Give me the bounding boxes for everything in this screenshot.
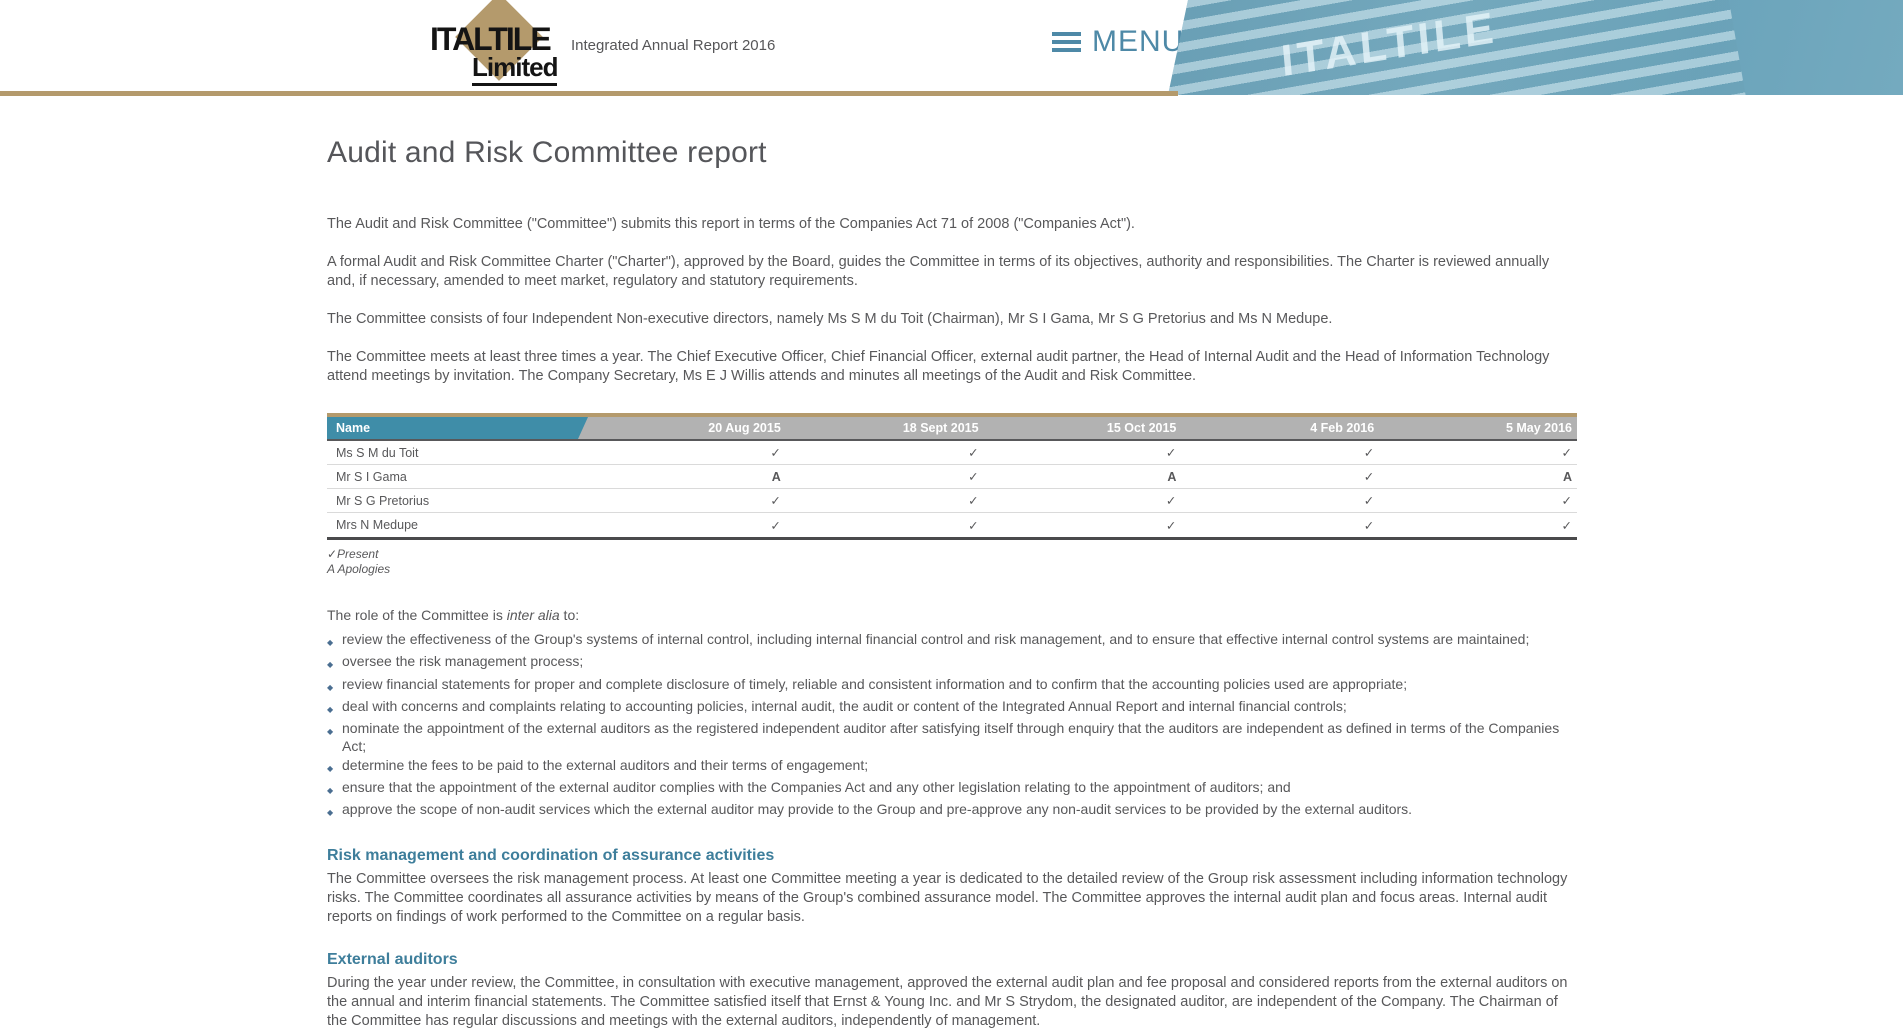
diamond-bullet-icon: ◆: [327, 682, 334, 692]
role-bullets: ◆ review the effectiveness of the Group's…: [327, 630, 1577, 823]
diamond-bullet-icon: ◆: [327, 660, 334, 670]
column-header-name: Name: [327, 417, 588, 439]
attendance-table-header: Name 20 Aug 2015 18 Sept 2015 15 Oct 2015 4 …: [327, 413, 1577, 441]
diamond-bullet-icon: ◆: [327, 727, 334, 737]
section-heading: External auditors: [327, 950, 458, 968]
intro-paragraph: A formal Audit and Risk Committee Charte…: [327, 254, 1550, 289]
present-checkmark: ✓: [1561, 446, 1572, 460]
bullet-item: ◆ review the effectiveness of the Group's…: [327, 630, 1577, 652]
present-checkmark: ✓: [1561, 494, 1572, 508]
section-body: The Committee oversees the risk manageme…: [327, 870, 1568, 925]
content-section: External auditors During the year under r…: [327, 951, 1577, 1031]
present-checkmark: ✓: [1363, 518, 1375, 533]
bullet-item: ◆ ensure that the appointment of the exte…: [327, 778, 1577, 800]
column-header-date: 5 May 2016: [1505, 421, 1572, 435]
menu-button[interactable]: MENU: [1052, 27, 1184, 57]
logo-text-limited: Limited: [472, 53, 558, 86]
diamond-bullet-icon: ◆: [327, 763, 334, 773]
column-header-date: 20 Aug 2015: [708, 421, 781, 435]
present-checkmark: ✓: [968, 470, 979, 484]
header-divider: [0, 91, 1178, 96]
hamburger-icon: [1052, 32, 1081, 52]
legend-item: ✓Present: [327, 547, 379, 561]
member-name: Mr S I Gama: [336, 469, 407, 484]
present-checkmark: ✓: [1363, 470, 1375, 484]
bullet-text: nominate the appointment of the external…: [342, 720, 1560, 755]
table-row: Ms S M du Toit ✓ ✓ ✓ ✓ ✓: [327, 441, 1577, 465]
diamond-bullet-icon: ◆: [327, 638, 334, 647]
table-row: Mr S I Gama A ✓ A ✓ A: [327, 465, 1577, 489]
present-checkmark: ✓: [1561, 518, 1572, 533]
logo-text-italtile: ITALTILE: [430, 21, 552, 57]
present-checkmark: ✓: [1363, 446, 1375, 460]
column-header-date: 15 Oct 2015: [1106, 421, 1177, 435]
intro-paragraph: The Committee meets at least three times…: [327, 349, 1550, 384]
main-content: Audit and Risk Committee report The Audi…: [327, 96, 1577, 1031]
bullet-text: determine the fees to be paid to the ext…: [342, 756, 869, 773]
diamond-bullet-icon: ◆: [327, 786, 334, 796]
present-checkmark: ✓: [968, 518, 979, 533]
bullet-item: ◆ approve the scope of non-audit services…: [327, 800, 1577, 822]
role-lead-prefix: The role of the Committee is: [327, 607, 507, 623]
present-checkmark: ✓: [770, 494, 781, 508]
apology-mark: A: [1562, 469, 1572, 484]
legend-item: A Apologies: [327, 562, 391, 576]
italtile-logo[interactable]: ITALTILE Limited: [430, 0, 590, 92]
present-checkmark: ✓: [1165, 446, 1177, 460]
role-lead-italic: inter alia: [506, 607, 560, 623]
intro-paragraphs: The Audit and Risk Committee ("Committee…: [327, 215, 1577, 386]
present-checkmark: ✓: [968, 494, 979, 508]
bullet-item: ◆ review financial statements for proper …: [327, 675, 1577, 697]
menu-label: MENU: [1092, 25, 1185, 58]
table-row: Mrs N Medupe ✓ ✓ ✓ ✓ ✓: [327, 513, 1577, 537]
bullet-text: review financial statements for proper a…: [342, 675, 1408, 692]
report-title: Integrated Annual Report 2016: [571, 37, 776, 54]
bullet-text: oversee the risk management process;: [342, 653, 584, 670]
present-checkmark: ✓: [770, 518, 781, 533]
attendance-table: Name 20 Aug 2015 18 Sept 2015 15 Oct 2015 4 …: [327, 413, 1577, 540]
bullet-text: deal with concerns and complaints relati…: [342, 697, 1347, 714]
column-header-date: 18 Sept 2015: [902, 421, 979, 435]
diamond-bullet-icon: ◆: [327, 704, 334, 714]
member-name: Ms S M du Toit: [336, 445, 419, 460]
header-photo: ITALTILE: [1168, 0, 1903, 95]
header: ITALTILE Limited Integrated Annual Repor…: [0, 0, 1903, 96]
bullet-item: ◆ determine the fees to be paid to the ex…: [327, 756, 1577, 778]
present-checkmark: ✓: [770, 446, 781, 460]
diamond-bullet-icon: ◆: [327, 808, 334, 818]
bullet-item: ◆ nominate the appointment of the externa…: [327, 719, 1577, 756]
bullet-text: ensure that the appointment of the exter…: [342, 779, 1291, 796]
table-row: Mr S G Pretorius ✓ ✓ ✓ ✓ ✓: [327, 489, 1577, 513]
member-name: Mr S G Pretorius: [336, 493, 430, 508]
bullet-item: ◆ deal with concerns and complaints relat…: [327, 697, 1577, 719]
page-title: Audit and Risk Committee report: [327, 136, 767, 169]
present-checkmark: ✓: [968, 446, 979, 460]
table-legend: ✓Present A Apologies: [327, 547, 1577, 577]
attendance-table-body: Ms S M du Toit ✓ ✓ ✓ ✓ ✓ Mr S I Gama A ✓ A ✓ A Mr S …: [327, 441, 1577, 540]
apology-mark: A: [1167, 469, 1177, 484]
present-checkmark: ✓: [1363, 494, 1375, 508]
role-lead-suffix: to:: [559, 607, 580, 623]
apology-mark: A: [771, 469, 781, 484]
bullet-text: review the effectiveness of the Group's …: [342, 631, 1530, 647]
member-name: Mrs N Medupe: [336, 518, 418, 532]
column-header-date: 4 Feb 2016: [1310, 421, 1375, 435]
role-lead: The role of the Committee is inter alia …: [327, 606, 1577, 624]
content-section: Risk management and coordination of assu…: [327, 847, 1577, 927]
present-checkmark: ✓: [1165, 518, 1177, 533]
bullet-text: approve the scope of non-audit services …: [342, 801, 1413, 818]
content-sections: Risk management and coordination of assu…: [327, 847, 1577, 1031]
section-heading: Risk management and coordination of assu…: [327, 846, 775, 864]
section-body: During the year under review, the Commit…: [327, 974, 1568, 1029]
bullet-item: ◆ oversee the risk management process;: [327, 652, 1577, 674]
intro-paragraph: The Audit and Risk Committee ("Committee…: [327, 216, 1135, 232]
intro-paragraph: The Committee consists of four Independe…: [327, 311, 1333, 327]
present-checkmark: ✓: [1165, 494, 1177, 508]
